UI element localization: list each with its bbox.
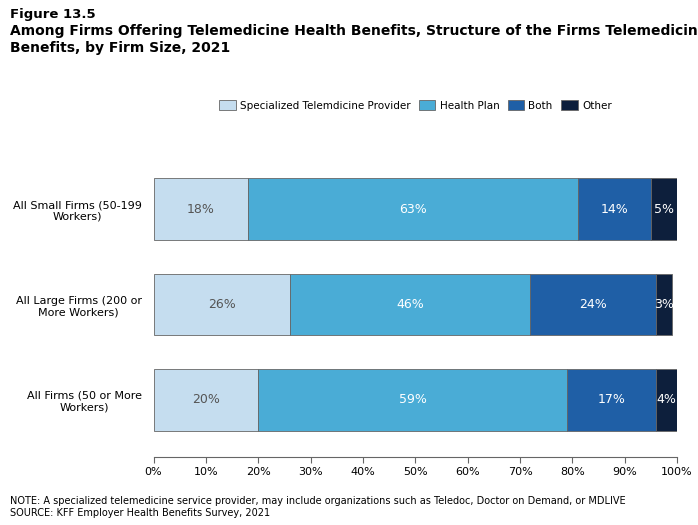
Text: Figure 13.5: Figure 13.5 — [10, 8, 96, 21]
Text: 17%: 17% — [597, 393, 625, 406]
Text: NOTE: A specialized telemedicine service provider, may include organizations suc: NOTE: A specialized telemedicine service… — [10, 496, 626, 506]
Bar — [578, 178, 651, 240]
Bar — [290, 274, 530, 335]
Text: 14%: 14% — [600, 203, 628, 216]
Bar — [154, 274, 290, 335]
Bar — [530, 274, 656, 335]
Bar — [656, 274, 672, 335]
Text: Benefits, by Firm Size, 2021: Benefits, by Firm Size, 2021 — [10, 41, 231, 55]
Bar — [651, 178, 677, 240]
Text: 20%: 20% — [192, 393, 220, 406]
Text: 63%: 63% — [399, 203, 426, 216]
Bar — [154, 178, 248, 240]
Text: Among Firms Offering Telemedicine Health Benefits, Structure of the Firms Teleme: Among Firms Offering Telemedicine Health… — [10, 24, 698, 38]
Bar — [258, 369, 567, 430]
Text: 24%: 24% — [579, 298, 607, 311]
Bar — [656, 369, 677, 430]
Text: 26%: 26% — [208, 298, 235, 311]
Text: SOURCE: KFF Employer Health Benefits Survey, 2021: SOURCE: KFF Employer Health Benefits Sur… — [10, 508, 271, 518]
Bar — [154, 369, 258, 430]
Text: 3%: 3% — [654, 298, 674, 311]
Text: 59%: 59% — [399, 393, 426, 406]
Legend: Specialized Telemdicine Provider, Health Plan, Both, Other: Specialized Telemdicine Provider, Health… — [219, 100, 611, 110]
Bar — [248, 178, 578, 240]
Bar — [567, 369, 656, 430]
Text: 5%: 5% — [654, 203, 674, 216]
Text: 4%: 4% — [657, 393, 676, 406]
Text: 46%: 46% — [396, 298, 424, 311]
Text: 18%: 18% — [187, 203, 214, 216]
